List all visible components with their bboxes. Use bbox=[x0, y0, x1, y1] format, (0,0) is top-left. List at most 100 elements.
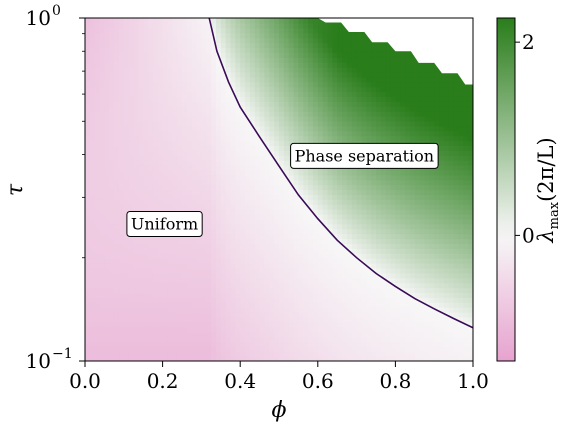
heatmap-cell bbox=[118, 351, 125, 357]
heatmap-cell bbox=[143, 165, 149, 171]
heatmap-cell bbox=[400, 341, 406, 347]
heatmap-cell bbox=[380, 243, 387, 249]
heatmap-cell bbox=[346, 125, 353, 132]
heatmap-cell bbox=[405, 253, 411, 259]
heatmap-cell bbox=[342, 214, 348, 220]
heatmap-cell bbox=[409, 331, 416, 338]
heatmap-cell bbox=[143, 125, 149, 132]
heatmap-cell bbox=[317, 267, 324, 274]
heatmap-cell bbox=[128, 331, 135, 338]
heatmap-cell bbox=[390, 106, 396, 112]
heatmap-cell bbox=[361, 272, 367, 279]
heatmap-cell bbox=[317, 199, 324, 205]
heatmap-cell bbox=[104, 57, 110, 63]
heatmap-cell bbox=[220, 130, 227, 137]
heatmap-cell bbox=[114, 81, 120, 88]
heatmap-cell bbox=[254, 243, 261, 249]
heatmap-cell bbox=[405, 67, 411, 73]
heatmap-cell bbox=[269, 91, 275, 97]
heatmap-cell bbox=[240, 307, 246, 313]
heatmap-cell bbox=[206, 27, 212, 34]
heatmap-cell bbox=[390, 272, 396, 279]
heatmap-cell bbox=[211, 326, 217, 333]
heatmap-cell bbox=[274, 91, 280, 97]
heatmap-cell bbox=[254, 233, 261, 240]
heatmap-cell bbox=[211, 223, 217, 230]
heatmap-cell bbox=[380, 47, 387, 53]
heatmap-cell bbox=[249, 189, 256, 195]
heatmap-cell bbox=[196, 312, 202, 318]
heatmap-cell bbox=[269, 287, 275, 293]
heatmap-cell bbox=[288, 76, 295, 83]
heatmap-cell bbox=[351, 326, 358, 333]
heatmap-cell bbox=[89, 321, 96, 328]
heatmap-cell bbox=[351, 184, 358, 191]
heatmap-cell bbox=[405, 116, 411, 122]
heatmap-cell bbox=[99, 86, 105, 93]
heatmap-cell bbox=[230, 218, 236, 225]
heatmap-cell bbox=[201, 27, 207, 34]
heatmap-cell bbox=[230, 120, 236, 127]
heatmap-cell bbox=[249, 228, 256, 235]
heatmap-cell bbox=[371, 106, 377, 112]
heatmap-cell bbox=[380, 81, 387, 88]
heatmap-cell bbox=[298, 96, 304, 102]
heatmap-cell bbox=[104, 81, 110, 88]
heatmap-cell bbox=[114, 356, 120, 361]
heatmap-cell bbox=[351, 346, 358, 352]
heatmap-cell bbox=[196, 130, 202, 137]
heatmap-cell bbox=[400, 218, 406, 225]
heatmap-cell bbox=[361, 76, 367, 83]
heatmap-cell bbox=[405, 209, 411, 215]
heatmap-cell bbox=[327, 91, 333, 97]
heatmap-cell bbox=[400, 184, 406, 191]
heatmap-cell bbox=[361, 258, 367, 264]
heatmap-cell bbox=[133, 199, 139, 205]
heatmap-cell bbox=[293, 243, 299, 249]
heatmap-cell bbox=[405, 248, 411, 254]
heatmap-cell bbox=[162, 316, 169, 323]
heatmap-cell bbox=[312, 106, 319, 112]
heatmap-cell bbox=[201, 76, 207, 83]
heatmap-cell bbox=[380, 312, 387, 318]
heatmap-cell bbox=[152, 316, 159, 323]
heatmap-cell bbox=[409, 228, 416, 235]
heatmap-cell bbox=[308, 307, 314, 313]
heatmap-cell bbox=[104, 37, 110, 44]
heatmap-cell bbox=[235, 346, 241, 352]
heatmap-cell bbox=[269, 145, 275, 151]
heatmap-cell bbox=[419, 169, 426, 176]
heatmap-cell bbox=[94, 96, 101, 102]
heatmap-cell bbox=[186, 155, 193, 161]
heatmap-cell bbox=[371, 184, 377, 191]
heatmap-cell bbox=[400, 76, 406, 83]
heatmap-cell bbox=[351, 248, 358, 254]
heatmap-cell bbox=[312, 120, 319, 127]
heatmap-cell bbox=[162, 248, 169, 254]
heatmap-cell bbox=[118, 204, 125, 210]
heatmap-cell bbox=[414, 312, 421, 318]
heatmap-cell bbox=[395, 67, 401, 73]
heatmap-cell bbox=[303, 18, 309, 24]
heatmap-cell bbox=[249, 169, 256, 176]
heatmap-cell bbox=[118, 233, 125, 240]
heatmap-cell bbox=[366, 174, 372, 181]
heatmap-cell bbox=[269, 27, 275, 34]
heatmap-cell bbox=[405, 267, 411, 274]
heatmap-cell bbox=[152, 91, 159, 97]
heatmap-cell bbox=[118, 91, 125, 97]
heatmap-cell bbox=[220, 243, 227, 249]
heatmap-cell bbox=[293, 76, 299, 83]
heatmap-cell bbox=[249, 145, 256, 151]
heatmap-cell bbox=[322, 341, 329, 347]
heatmap-cell bbox=[191, 312, 198, 318]
heatmap-cell bbox=[148, 302, 154, 308]
heatmap-cell bbox=[172, 145, 178, 151]
heatmap-cell bbox=[177, 111, 183, 117]
heatmap-cell bbox=[283, 47, 290, 53]
heatmap-cell bbox=[332, 316, 338, 323]
heatmap-cell bbox=[283, 111, 290, 117]
heatmap-cell bbox=[118, 184, 125, 191]
heatmap-cell bbox=[206, 125, 212, 132]
heatmap-cell bbox=[99, 106, 105, 112]
